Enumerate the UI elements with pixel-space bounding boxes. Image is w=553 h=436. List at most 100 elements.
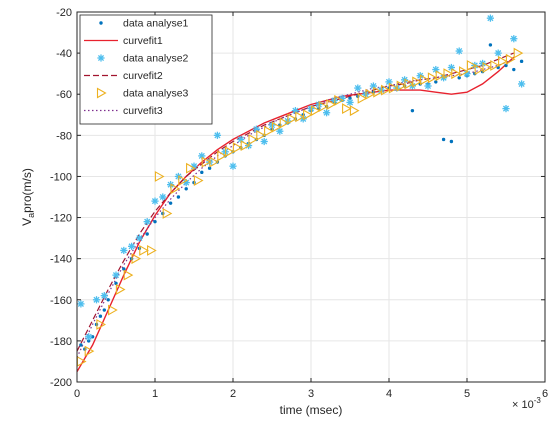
data analyse1-point: [449, 139, 454, 144]
x-tick-label: 0: [74, 388, 80, 400]
data analyse3-point: [412, 76, 422, 88]
data analyse2-point: [77, 300, 85, 308]
y-tick-label: -40: [56, 48, 72, 60]
data analyse1-point: [441, 137, 446, 142]
data analyse2-point: [424, 82, 432, 90]
legend-swatch-2: [97, 54, 105, 62]
x-tick-label: 4: [386, 388, 392, 400]
data analyse3-point: [342, 103, 352, 115]
data analyse2-point: [291, 107, 299, 115]
data analyse1-point: [90, 335, 95, 339]
data analyse3-point: [435, 70, 446, 82]
data analyse3-point: [248, 134, 259, 145]
data analyse3-point: [388, 82, 399, 94]
data analyse3-point: [115, 284, 126, 295]
data analyse3-point: [381, 84, 391, 96]
y-tick-label: -100: [50, 171, 72, 183]
data analyse2-point: [159, 193, 167, 201]
data analyse2-point: [229, 162, 237, 170]
x-tick-label: 1: [152, 388, 158, 400]
data analyse2-point: [354, 84, 362, 92]
data analyse1-point: [512, 67, 516, 72]
data analyse1-point: [114, 281, 118, 286]
data analyse3-point: [427, 72, 438, 84]
data analyse1-point: [79, 343, 83, 347]
data analyse2-point: [213, 131, 221, 139]
data analyse1-point: [87, 339, 91, 343]
data analyse3-point: [271, 121, 282, 133]
y-axis-label: Vapro(m/s): [20, 168, 36, 226]
data analyse2-point: [112, 271, 120, 279]
data analyse3-point: [232, 142, 243, 154]
data analyse1-point: [207, 166, 212, 170]
legend-swatch-4: [96, 87, 107, 99]
data analyse1-point: [457, 76, 461, 80]
data analyse3-point: [443, 68, 454, 80]
data analyse3-point: [193, 175, 204, 186]
data analyse1-point: [434, 80, 438, 84]
data analyse3-point: [513, 47, 524, 59]
data analyse1-point: [519, 59, 524, 64]
data analyse2-point: [135, 234, 143, 242]
data analyse2-point: [323, 109, 331, 117]
data analyse2-point: [502, 105, 510, 113]
data analyse3-point: [365, 88, 376, 100]
legend-label: curvefit3: [123, 105, 163, 117]
data analyse3-point: [240, 140, 251, 152]
data analyse3-point: [279, 117, 290, 129]
data analyse2-point: [518, 80, 526, 88]
data analyse3-point: [201, 156, 212, 168]
data analyse3-point: [459, 66, 469, 78]
data analyse3-point: [303, 109, 313, 121]
data analyse3-point: [357, 92, 368, 104]
data analyse3-point: [139, 245, 149, 256]
data analyse3-point: [420, 74, 430, 86]
data analyse3-point: [209, 156, 220, 168]
data analyse3-point: [162, 208, 173, 219]
data analyse2-point: [120, 246, 128, 255]
data analyse2-point: [85, 333, 93, 341]
data analyse3-point: [482, 62, 493, 73]
data analyse3-point: [170, 183, 181, 195]
legend: data analyse1 curvefit1 data analyse2 curve…: [79, 14, 213, 125]
y-tick-label: -120: [50, 213, 72, 225]
data analyse3-point: [334, 94, 344, 106]
data analyse1-point: [145, 232, 149, 236]
x-tick-label: 5: [464, 388, 470, 400]
data analyse3-point: [84, 345, 95, 357]
data analyse2-point: [143, 218, 151, 226]
data analyse3-point: [264, 125, 274, 137]
data analyse2-point: [92, 296, 101, 304]
data analyse2-point: [486, 14, 494, 22]
data analyse1-point: [168, 201, 173, 205]
legend-box: [79, 14, 213, 125]
axis-ticks: 0 1 2 3 4 5 6 -200 -180 -160 -140 -120 -100 -80 -60 -40…: [50, 7, 548, 400]
y-tick-label: -140: [50, 254, 72, 266]
data analyse3-point: [404, 78, 415, 90]
data analyse3-point: [474, 64, 485, 75]
data analyse1-point: [122, 267, 126, 271]
data analyse3-point: [186, 162, 196, 174]
data analyse2-point: [447, 63, 455, 72]
data analyse1-point: [348, 96, 352, 101]
legend-label: data analyse3: [123, 88, 189, 100]
data analyse2-point: [128, 242, 136, 250]
data analyse3-point: [225, 146, 235, 158]
y-tick-label: -180: [50, 336, 72, 348]
legend-label: data analyse2: [123, 53, 189, 65]
data analyse1-point: [102, 308, 107, 312]
data analyse3-point: [451, 68, 461, 80]
y-tick-label: -60: [56, 89, 72, 101]
data analyse3-point: [178, 175, 188, 186]
legend-label: data analyse1: [123, 18, 189, 30]
data analyse1-point: [176, 195, 181, 199]
data analyse2-point: [346, 98, 354, 107]
data analyse3-point: [310, 105, 321, 117]
data analyse3-point: [217, 150, 227, 162]
data analyse2-point: [510, 35, 518, 43]
data analyse1-point: [504, 63, 508, 68]
data analyse2-point: [494, 49, 502, 57]
data-series: [76, 14, 526, 367]
data analyse3-point: [123, 269, 134, 281]
